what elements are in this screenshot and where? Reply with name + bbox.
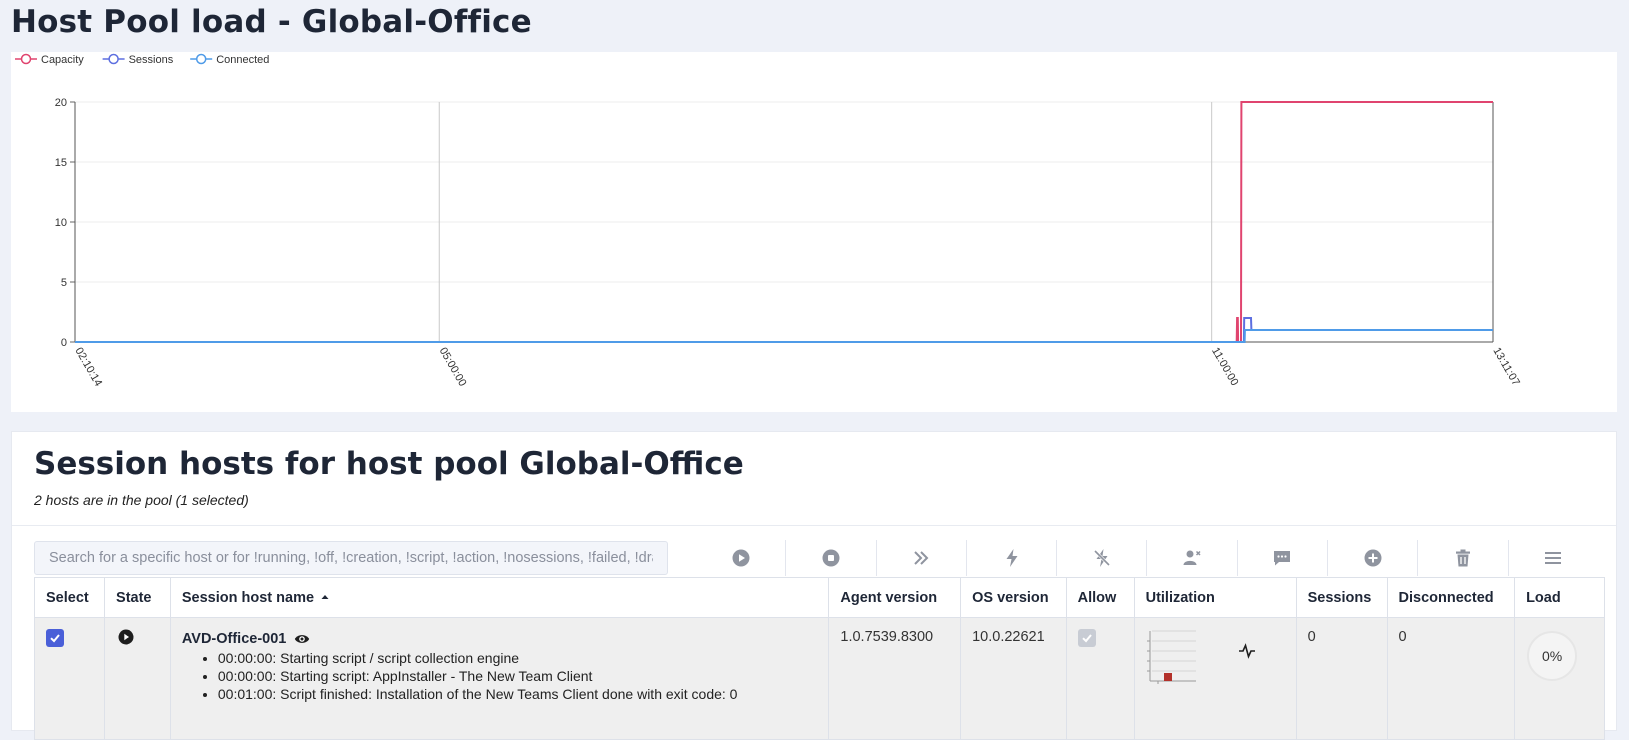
running-state-icon [118, 629, 134, 645]
message-icon [1274, 551, 1291, 566]
legend-item-sessions[interactable]: Sessions [102, 53, 174, 66]
activity-icon[interactable] [1238, 643, 1256, 659]
chart-svg: 0 5 10 15 20 02:10:14 05:00:00 11:00:00 13:11:07… [15, 53, 1522, 389]
utilization-sparkline [1146, 630, 1196, 684]
lightning-icon [1006, 549, 1018, 567]
delete-button[interactable] [1418, 540, 1509, 576]
column-header-load[interactable]: Load [1514, 577, 1605, 618]
session-hosts-panel: Session hosts for host pool Global-Offic… [11, 431, 1617, 740]
column-header-disconnected[interactable]: Disconnected [1386, 577, 1516, 618]
host-search-input[interactable] [34, 541, 668, 575]
legend-item-capacity[interactable]: Capacity [15, 53, 84, 66]
checkmark-icon [50, 634, 60, 643]
column-header-allow[interactable]: Allow [1065, 577, 1135, 618]
load-gauge: 0% [1527, 631, 1578, 681]
disconnected-cell: 0 [1386, 617, 1516, 740]
legend-marker [195, 53, 207, 65]
host-name[interactable]: AVD-Office-001 [181, 631, 287, 647]
legend-marker [20, 53, 32, 65]
row-select-checkbox[interactable] [46, 629, 64, 647]
user-remove-icon [1183, 550, 1201, 565]
hosts-title: Session hosts for host pool Global-Offic… [34, 446, 744, 482]
script-log: 00:00:00: Starting script / script colle… [182, 649, 818, 703]
column-header-utilization[interactable]: Utilization [1133, 577, 1297, 618]
legend-marker [108, 53, 119, 65]
lightning-button[interactable] [967, 540, 1058, 576]
table-row[interactable]: AVD-Office-001 00:00:00: Starting script… [33, 617, 1605, 740]
fast-forward-icon [914, 551, 929, 565]
utilization-cell [1133, 617, 1297, 740]
column-header-os-version[interactable]: OS version [960, 577, 1067, 618]
add-icon [1364, 549, 1382, 567]
column-header-sessions[interactable]: Sessions [1295, 577, 1388, 618]
os-version-cell: 10.0.22621 [960, 617, 1067, 740]
stop-icon [822, 549, 840, 567]
log-entry: 00:01:00: Script finished: Installation … [218, 685, 818, 703]
legend-label: Capacity [41, 54, 84, 66]
checkmark-icon [1081, 634, 1092, 643]
column-header-select[interactable]: Select [33, 577, 106, 618]
column-header-name-label: Session host name [181, 589, 315, 606]
start-button[interactable] [696, 540, 787, 576]
column-header-name[interactable]: Session host name [169, 577, 830, 618]
y-tick-label: 10 [55, 217, 67, 229]
trash-icon [1456, 549, 1471, 567]
load-value: 0% [1541, 648, 1563, 664]
page-title: Host Pool load - Global-Office [11, 4, 532, 40]
y-tick-label: 15 [55, 157, 67, 169]
message-button[interactable] [1238, 540, 1329, 576]
agent-version-cell: 1.0.7539.8300 [828, 617, 962, 740]
x-tick-label: 02:10:14 [72, 346, 104, 389]
log-entry: 00:00:00: Starting script / script colle… [218, 649, 818, 667]
allow-cell [1065, 617, 1135, 740]
fast-forward-button[interactable] [877, 540, 967, 576]
column-header-state[interactable]: State [104, 577, 171, 618]
legend-label: Connected [216, 54, 269, 66]
lightning-off-button[interactable] [1057, 540, 1148, 576]
start-icon [732, 549, 750, 567]
series-line-connected [75, 329, 1493, 343]
sort-ascending-icon [321, 594, 329, 599]
series-line-capacity [75, 101, 1493, 343]
user-remove-button[interactable] [1147, 540, 1238, 576]
x-tick-label: 05:00:00 [437, 346, 469, 389]
sessions-cell: 0 [1295, 617, 1388, 740]
host-action-toolbar [696, 540, 1598, 576]
x-tick-label: 11:00:00 [1209, 346, 1240, 388]
menu-button[interactable] [1509, 540, 1598, 576]
menu-icon [1545, 552, 1562, 564]
state-cell [104, 617, 171, 740]
add-button[interactable] [1328, 540, 1419, 576]
session-hosts-table: Select State Session host name Agent ver… [33, 577, 1605, 740]
eye-icon[interactable] [294, 633, 310, 645]
stop-button[interactable] [786, 540, 877, 576]
table-header-row: Select State Session host name Agent ver… [33, 577, 1605, 618]
lightning-off-icon [1093, 549, 1110, 567]
host-pool-load-chart: 0 5 10 15 20 02:10:14 05:00:00 11:00:00 13:11:07… [11, 52, 1617, 412]
divider [12, 525, 1616, 526]
y-tick-label: 5 [61, 277, 67, 289]
log-entry: 00:00:00: Starting script: AppInstaller … [218, 667, 818, 685]
select-cell [33, 617, 106, 740]
x-tick-label: 13:11:07 [1490, 346, 1521, 388]
load-cell: 0% [1514, 617, 1605, 740]
hosts-subtitle: 2 hosts are in the pool (1 selected) [34, 492, 249, 508]
y-tick-label: 0 [61, 337, 67, 349]
legend-item-connected[interactable]: Connected [190, 53, 269, 66]
allow-checkbox [1077, 629, 1096, 647]
host-name-cell: AVD-Office-001 00:00:00: Starting script… [169, 617, 830, 740]
legend-label: Sessions [129, 54, 174, 66]
column-header-agent-version[interactable]: Agent version [828, 577, 962, 618]
y-tick-label: 20 [55, 97, 67, 109]
